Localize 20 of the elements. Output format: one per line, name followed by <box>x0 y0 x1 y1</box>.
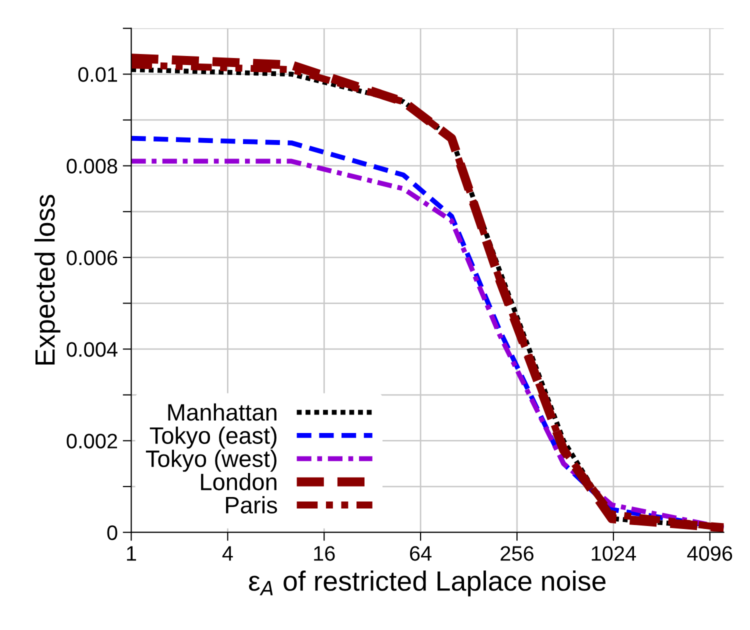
y-axis-title: Expected loss <box>34 194 60 365</box>
x-tick-label: 1 <box>127 546 136 561</box>
x-tick-label: 256 <box>500 546 534 561</box>
x-axis-title: ε$_{A}$ of restricted Laplace noise <box>249 570 606 596</box>
y-tick-label: 0.006 <box>66 250 118 266</box>
x-tick-label: 4 <box>222 546 233 561</box>
legend-label: Tokyo (east) <box>150 426 276 449</box>
y-tick-label: 0.008 <box>66 158 118 174</box>
y-tick-label: 0 <box>107 525 118 540</box>
legend-label: Paris <box>226 496 278 514</box>
y-tick-label: 0.01 <box>78 67 118 82</box>
y-tick-label: 0.004 <box>66 342 118 357</box>
x-tick-label: 4096 <box>687 546 732 561</box>
legend-label: Manhattan <box>168 403 276 421</box>
y-tick-label: 0.002 <box>66 434 118 448</box>
x-tick-label: 16 <box>314 546 335 561</box>
legend-label: London <box>201 472 276 490</box>
legend-label: Tokyo (west) <box>146 450 276 472</box>
x-tick-label: 1024 <box>592 546 636 561</box>
x-tick-label: 64 <box>410 546 432 561</box>
